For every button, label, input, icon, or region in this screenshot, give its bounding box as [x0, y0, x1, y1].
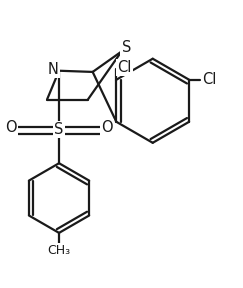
- Text: Cl: Cl: [202, 72, 216, 87]
- Text: S: S: [54, 122, 64, 137]
- Text: S: S: [122, 40, 131, 55]
- Text: CH₃: CH₃: [47, 244, 71, 257]
- Text: O: O: [5, 120, 17, 135]
- Text: Cl: Cl: [118, 60, 132, 75]
- Text: N: N: [48, 62, 59, 77]
- Text: O: O: [101, 120, 113, 135]
